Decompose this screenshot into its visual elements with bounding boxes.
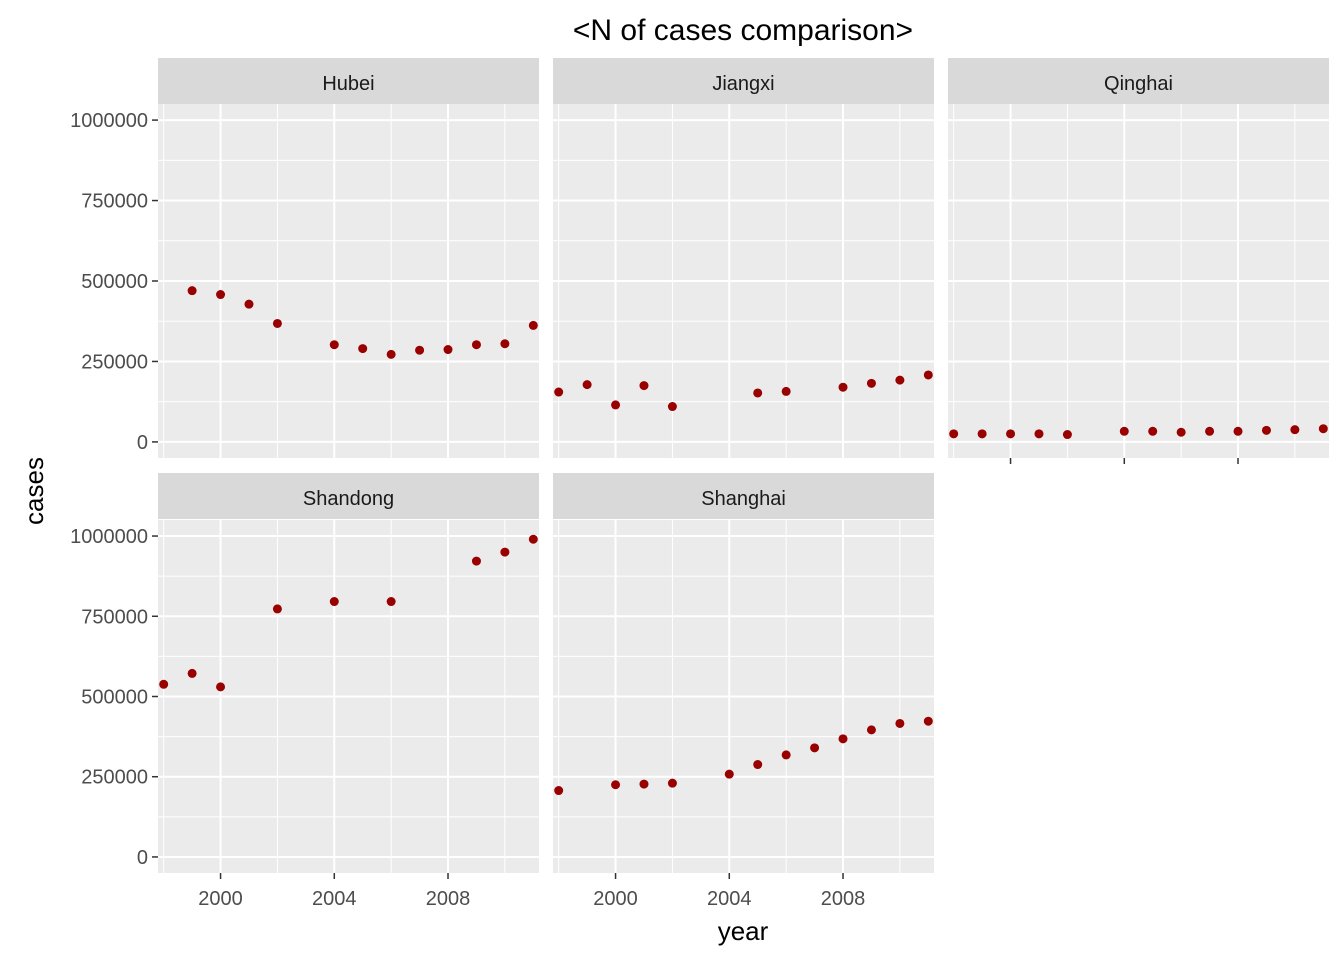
facet-panel-jiangxi: Jiangxi <box>553 58 934 458</box>
data-point-qinghai-2006 <box>1176 427 1186 437</box>
data-point-shandong-2002 <box>272 604 282 614</box>
data-point-hubei-2005 <box>358 344 368 354</box>
data-point-qinghai-2001 <box>1034 429 1044 439</box>
y-tick-label: 250000 <box>81 767 148 789</box>
chart-title: <N of cases comparison> <box>573 14 913 47</box>
y-tick-label: 750000 <box>81 191 148 213</box>
data-point-shanghai-2000 <box>611 780 621 790</box>
data-point-shanghai-2002 <box>667 778 677 788</box>
data-point-shanghai-2006 <box>781 750 791 760</box>
facet-strip-label: Jiangxi <box>712 73 774 95</box>
facet-strip-label: Shanghai <box>701 488 786 510</box>
data-point-shanghai-1998 <box>554 786 564 796</box>
x-tick-label: 2000 <box>593 888 638 910</box>
y-axis-title: cases <box>19 457 49 525</box>
facet-strip-label: Hubei <box>322 73 374 95</box>
data-point-jiangxi-2005 <box>753 388 763 398</box>
data-point-hubei-2004 <box>329 340 339 350</box>
facet-strip-label: Qinghai <box>1104 73 1173 95</box>
data-point-shanghai-2008 <box>838 734 848 744</box>
data-point-jiangxi-1999 <box>582 380 592 390</box>
data-point-qinghai-2011 <box>1318 424 1328 434</box>
data-point-qinghai-1999 <box>977 429 987 439</box>
facet-strip <box>158 473 539 519</box>
data-point-jiangxi-2008 <box>838 382 848 392</box>
data-point-shandong-1999 <box>187 668 197 678</box>
data-point-shandong-2000 <box>216 682 226 692</box>
data-point-hubei-2008 <box>443 345 453 355</box>
data-point-jiangxi-2010 <box>895 375 905 385</box>
x-tick-label: 2004 <box>312 888 357 910</box>
data-point-hubei-2007 <box>415 345 425 355</box>
data-point-hubei-2010 <box>500 339 510 349</box>
data-point-shandong-2006 <box>386 597 396 607</box>
data-point-shanghai-2009 <box>866 725 876 735</box>
data-point-shanghai-2005 <box>753 760 763 770</box>
x-tick-label: 2008 <box>426 888 471 910</box>
facet-panel-shandong: Shandong 0 250000 500000 750000 1000000 2000 20… <box>70 473 539 910</box>
y-tick-label: 500000 <box>81 687 148 709</box>
y-tick-label: 250000 <box>81 351 148 373</box>
data-point-jiangxi-2002 <box>667 402 677 412</box>
x-tick-label: 2000 <box>198 888 243 910</box>
y-tick-label: 1000000 <box>70 526 148 548</box>
facet-panel-qinghai: Qinghai <box>948 58 1329 464</box>
y-tick-label: 0 <box>137 847 148 869</box>
data-point-jiangxi-2009 <box>866 378 876 388</box>
x-axis-title: year <box>718 916 769 946</box>
data-point-hubei-2009 <box>471 340 481 350</box>
data-point-jiangxi-2001 <box>639 381 649 391</box>
facet-strip <box>948 58 1329 104</box>
data-point-hubei-1999 <box>187 286 197 296</box>
data-point-shanghai-2010 <box>895 718 905 728</box>
data-point-shandong-2011 <box>528 534 538 544</box>
facet-strip <box>158 58 539 104</box>
data-point-qinghai-2008 <box>1233 426 1243 436</box>
data-point-hubei-2002 <box>272 318 282 328</box>
data-point-hubei-2006 <box>386 349 396 359</box>
y-tick-label: 500000 <box>81 271 148 293</box>
facet-panels: Hubei 0 250000 500000 750000 1000000 Jiangxi Qi… <box>70 58 1329 910</box>
data-point-jiangxi-2006 <box>781 386 791 396</box>
facet-strip-label: Shandong <box>303 488 394 510</box>
data-point-jiangxi-2011 <box>923 370 933 380</box>
x-tick-label: 2004 <box>707 888 752 910</box>
data-point-qinghai-2009 <box>1261 425 1271 435</box>
data-point-shanghai-2001 <box>639 779 649 789</box>
data-point-qinghai-2004 <box>1119 426 1129 436</box>
data-point-shandong-1998 <box>159 679 169 689</box>
facet-panel-shanghai: Shanghai 2000 2004 2008 <box>553 473 934 910</box>
y-tick-label: 1000000 <box>70 110 148 132</box>
data-point-hubei-2000 <box>216 290 226 300</box>
data-point-qinghai-2005 <box>1148 426 1158 436</box>
data-point-qinghai-2007 <box>1205 426 1215 436</box>
data-point-shanghai-2004 <box>724 769 734 779</box>
y-tick-label: 750000 <box>81 606 148 628</box>
data-point-qinghai-1998 <box>949 429 959 439</box>
data-point-shanghai-2007 <box>810 743 820 753</box>
data-point-shandong-2010 <box>500 547 510 557</box>
data-point-hubei-2001 <box>244 299 254 309</box>
data-point-qinghai-2002 <box>1062 430 1072 440</box>
facet-strip <box>553 58 934 104</box>
x-tick-label: 2008 <box>821 888 866 910</box>
data-point-hubei-2011 <box>528 320 538 330</box>
data-point-shandong-2004 <box>329 597 339 607</box>
data-point-qinghai-2000 <box>1006 429 1016 439</box>
facet-panel-hubei: Hubei 0 250000 500000 750000 1000000 <box>70 58 539 458</box>
data-point-jiangxi-2000 <box>611 400 621 410</box>
data-point-shanghai-2011 <box>923 716 933 726</box>
data-point-shandong-2009 <box>471 556 481 566</box>
facet-strip <box>553 473 934 519</box>
data-point-qinghai-2010 <box>1290 425 1300 435</box>
data-point-jiangxi-1998 <box>554 387 564 397</box>
y-tick-label: 0 <box>137 432 148 454</box>
